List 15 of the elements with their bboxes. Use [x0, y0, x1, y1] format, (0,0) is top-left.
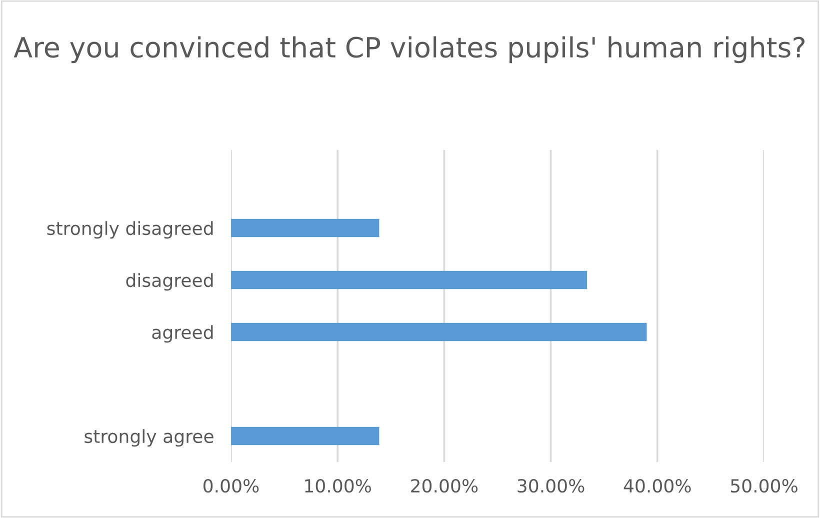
x-tick-label: 20.00% — [411, 478, 478, 493]
x-tick-label: 50.00% — [730, 478, 798, 493]
bar — [231, 218, 380, 238]
bar — [231, 270, 588, 290]
x-tick-label: 30.00% — [518, 478, 584, 493]
x-tick-label: 10.00% — [305, 478, 372, 493]
bar — [231, 322, 647, 342]
x-tick-label: 0.00% — [204, 478, 259, 493]
y-tick-label: strongly disagreed — [47, 221, 213, 239]
y-tick-label: agreed — [152, 325, 213, 343]
x-tick-label: 40.00% — [624, 478, 691, 493]
y-tick-label: strongly agree — [84, 429, 214, 447]
y-tick-label: disagreed — [126, 273, 213, 291]
chart-title: Are you convinced that CP violates pupils' human rights? — [14, 36, 805, 64]
bar — [231, 426, 380, 446]
